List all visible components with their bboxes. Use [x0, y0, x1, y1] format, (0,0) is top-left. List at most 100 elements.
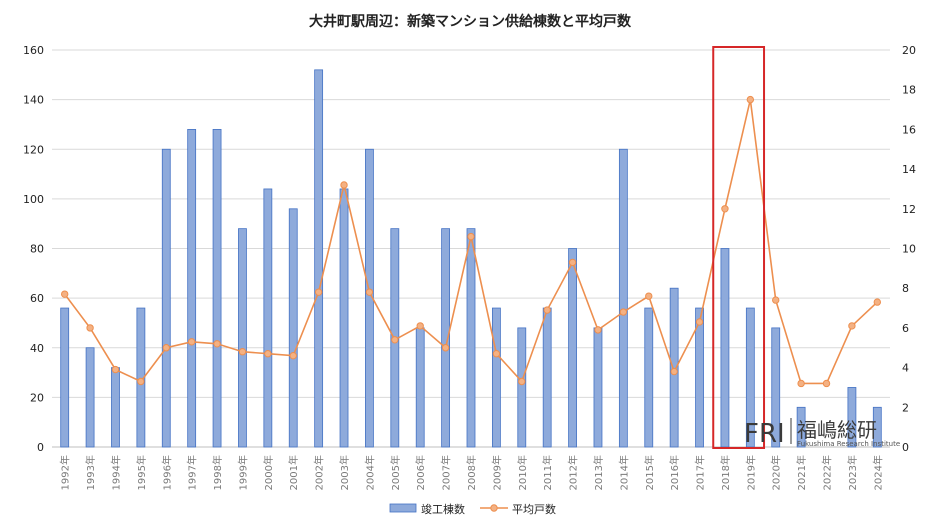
- bar: [441, 228, 451, 448]
- right-tick-label: 0: [902, 441, 909, 454]
- x-tick-label: 1995年: [135, 455, 148, 490]
- x-tick-label: 1997年: [186, 455, 199, 490]
- x-tick-label: 2003年: [338, 455, 351, 490]
- bar-series: [60, 69, 882, 448]
- bar: [517, 327, 527, 448]
- left-tick-label: 40: [30, 342, 44, 355]
- bar: [85, 347, 95, 448]
- left-tick-label: 140: [23, 94, 44, 107]
- left-tick-label: 0: [37, 441, 44, 454]
- logo-subtitle: Fukushima Research Institute: [797, 440, 900, 448]
- line-point: [60, 290, 69, 298]
- x-tick-label: 1998年: [211, 455, 224, 490]
- x-tick-label: 1996年: [160, 455, 173, 490]
- x-tick-label: 2023年: [846, 455, 859, 490]
- x-tick-label: 2013年: [592, 455, 605, 490]
- line-point: [873, 298, 882, 306]
- line-point: [746, 95, 755, 104]
- x-tick-label: 2015年: [643, 455, 656, 490]
- line-point: [695, 318, 704, 326]
- x-tick-label: 2004年: [363, 455, 376, 490]
- bar: [238, 228, 247, 448]
- right-tick-label: 6: [902, 322, 909, 335]
- bar: [618, 148, 628, 448]
- x-tick-label: 1993年: [84, 455, 97, 490]
- bar: [796, 406, 806, 448]
- bar: [136, 307, 146, 448]
- x-tick-label: 1992年: [59, 455, 72, 490]
- line-point: [619, 308, 628, 316]
- line-point: [467, 232, 475, 241]
- x-axis: 1992年 1993年 1994年 1995年 1996年 1997年 1998年 1999年…: [59, 455, 885, 490]
- left-axis: 0 20 40 60 80 100 120 140 160: [23, 44, 44, 454]
- left-tick-label: 60: [30, 292, 44, 305]
- x-tick-label: 2001年: [287, 455, 300, 490]
- highlight-box: [712, 46, 766, 449]
- bar: [161, 148, 171, 448]
- x-tick-label: 2018年: [719, 455, 732, 490]
- x-tick-label: 2021年: [795, 455, 808, 490]
- line-point: [289, 351, 297, 360]
- right-tick-label: 12: [902, 203, 916, 216]
- line-point: [721, 205, 729, 213]
- right-tick-label: 16: [902, 123, 916, 136]
- line-point: [822, 379, 831, 388]
- line-point: [797, 379, 805, 388]
- line-point: [441, 344, 450, 352]
- line-point: [162, 344, 170, 352]
- line-point: [391, 336, 399, 344]
- line-point: [848, 322, 856, 330]
- bar: [339, 188, 349, 448]
- x-tick-label: 1994年: [109, 455, 122, 490]
- bar: [542, 307, 552, 448]
- x-tick-label: 2017年: [694, 455, 707, 490]
- right-tick-label: 8: [902, 282, 909, 295]
- left-tick-label: 160: [23, 44, 44, 57]
- right-tick-label: 2: [902, 401, 909, 414]
- line-point: [365, 288, 374, 296]
- logo-mark: FRI: [744, 419, 785, 449]
- bar: [314, 69, 324, 448]
- x-tick-label: 2000年: [262, 455, 275, 490]
- x-tick-label: 2014年: [617, 455, 630, 490]
- line-point: [187, 338, 196, 346]
- bar: [288, 208, 298, 448]
- left-tick-label: 120: [23, 143, 44, 156]
- x-tick-label: 2009年: [490, 455, 503, 490]
- x-tick-label: 2006年: [414, 455, 427, 490]
- bar: [212, 128, 222, 448]
- x-tick-label: 2005年: [389, 455, 402, 490]
- bar: [644, 307, 654, 448]
- bar: [771, 327, 781, 448]
- right-tick-label: 20: [902, 44, 916, 57]
- legend-marker-line: [490, 504, 498, 512]
- x-tick-label: 2016年: [668, 455, 681, 490]
- x-tick-label: 2024年: [871, 455, 884, 490]
- highlight-rect: [712, 46, 766, 449]
- bar: [187, 128, 197, 448]
- bar: [491, 307, 501, 448]
- bar: [466, 228, 476, 448]
- bar: [720, 248, 730, 448]
- bar: [568, 248, 577, 448]
- bar: [111, 367, 120, 448]
- right-tick-label: 10: [902, 243, 916, 256]
- left-tick-label: 20: [30, 391, 44, 404]
- x-tick-label: 2019年: [744, 455, 757, 490]
- line-point: [645, 292, 653, 300]
- bar: [847, 387, 857, 448]
- x-tick-label: 2022年: [821, 455, 834, 490]
- line-point: [213, 340, 221, 348]
- x-tick-label: 2008年: [465, 455, 478, 490]
- line-point: [340, 181, 348, 189]
- line-point: [594, 326, 602, 334]
- bar: [263, 188, 273, 448]
- line-point: [670, 367, 678, 376]
- line-point: [314, 288, 323, 296]
- x-tick-label: 2012年: [567, 455, 580, 490]
- x-tick-label: 1999年: [236, 455, 249, 490]
- watermark-logo: FRI 福嶋総研 Fukushima Research Institute: [744, 418, 900, 449]
- line-point: [264, 350, 272, 358]
- bar: [872, 406, 882, 448]
